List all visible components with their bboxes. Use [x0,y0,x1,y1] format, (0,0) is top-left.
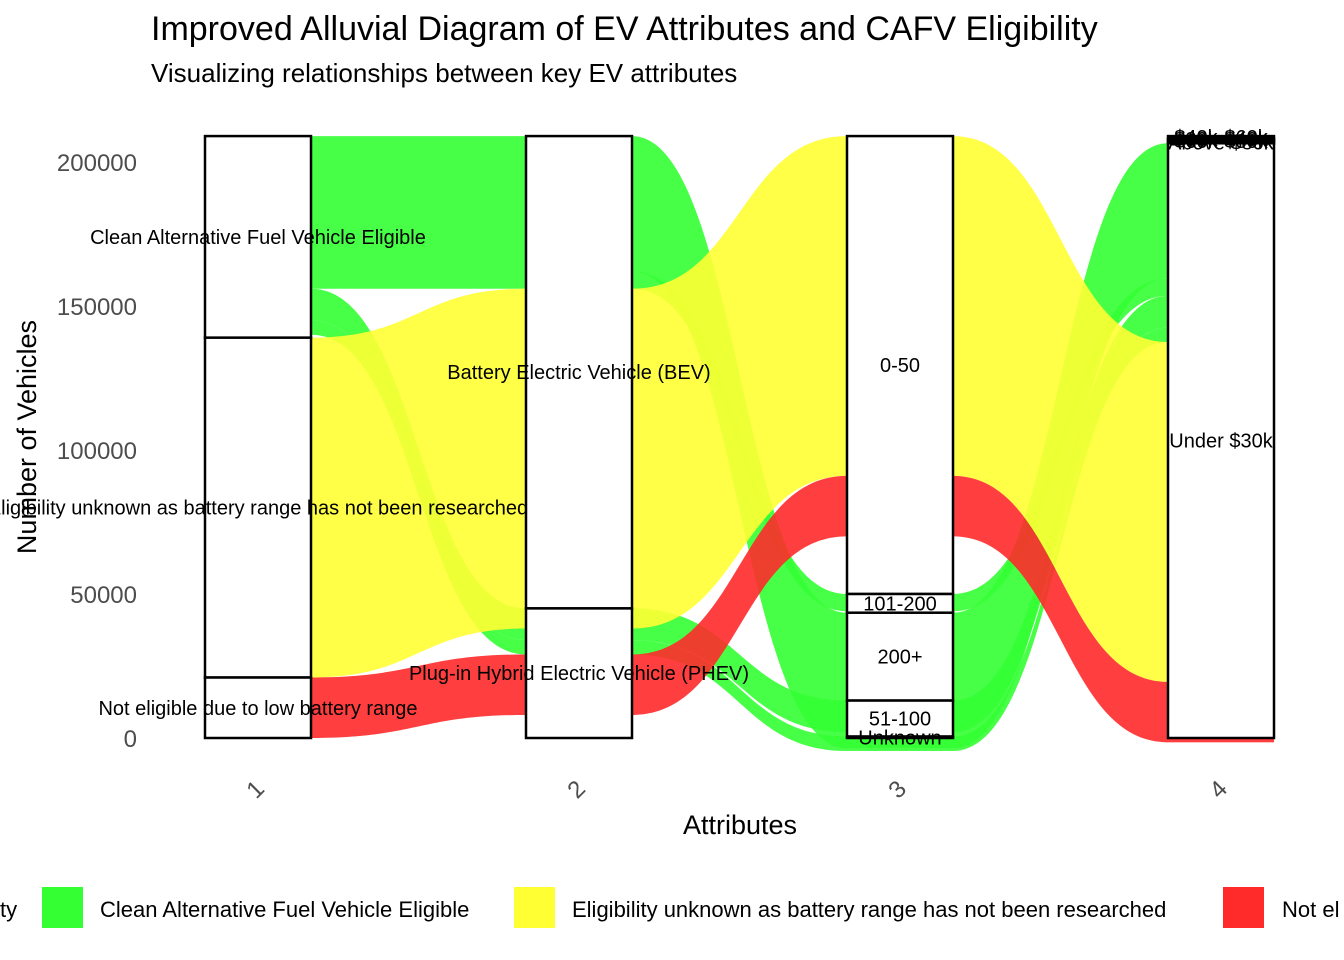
x-tick-label: 3 [883,775,912,804]
stratum-label: 51-100 [869,709,931,731]
flow-segment [632,640,847,751]
y-axis-ticks: 0 50000 100000 150000 200000 [57,150,137,753]
legend: ty Clean Alternative Fuel Vehicle Eligib… [0,887,1339,928]
stratum-box [845,699,955,738]
stratum-label: 0-50 [880,355,920,377]
stratum-label: $30k-$40k [1174,129,1268,151]
stratum-box [845,134,955,596]
stratum-box [845,611,955,702]
legend-title: ty [0,897,17,922]
legend-key-unknown [514,887,555,928]
stratum-label: Above $80k [1168,132,1275,154]
stratum-label: Clean Alternative Fuel Vehicle Eligible [90,227,426,249]
y-tick-label: 0 [124,726,137,753]
stratum-label: Unknown [858,727,941,749]
flow-segment [953,475,1168,743]
y-tick-label: 100000 [57,438,137,465]
x-tick-label: 4 [1204,775,1233,804]
flows-layer [311,136,1274,751]
x-axis-ticks: 1 2 3 4 [241,775,1233,804]
stratum-box [524,134,634,610]
y-tick-label: 200000 [57,150,137,177]
stratum-label: 200+ [877,647,922,669]
legend-key-not-eligible [1223,887,1264,928]
stratum-box [203,676,313,740]
stratum-label: Plug-in Hybrid Electric Vehicle (PHEV) [409,663,749,685]
stratum-label: Under $30k [1169,431,1273,453]
flow-pass-through [847,736,953,751]
flow-segment [311,654,526,738]
flow-segment [311,288,526,678]
legend-label-unknown: Eligibility unknown as battery range has… [572,897,1166,922]
stratum-box [203,336,313,679]
chart-subtitle: Visualizing relationships between key EV… [151,58,737,88]
stratum-box [203,134,313,339]
stratum-box [845,735,955,740]
x-axis-title: Attributes [683,810,797,840]
stratum-box [524,607,634,740]
x-tick-label: 2 [562,775,591,804]
flow-segment [632,136,847,629]
x-tick-label: 1 [241,775,270,804]
flow-segment [953,136,1168,682]
chart-title: Improved Alluvial Diagram of EV Attribut… [151,10,1098,48]
strata-layer: Clean Alternative Fuel Vehicle Eligible E… [0,127,1276,749]
y-tick-label: 50000 [70,582,137,609]
stratum-label: Not eligible due to low battery range [98,698,417,720]
stratum-label: Battery Electric Vehicle (BEV) [447,362,710,384]
legend-label-not-eligible: Not el [1282,897,1339,922]
stratum-label: $60k-$80k [1174,131,1268,153]
y-tick-label: 150000 [57,294,137,321]
stratum-label: 101-200 [863,593,936,615]
flow-segment [311,136,526,272]
stratum-label: Eligibility unknown as battery range has… [0,498,528,520]
y-axis-title: Number of Vehicles [12,320,42,554]
flow-segment [632,475,847,715]
legend-key-eligible [42,887,83,928]
flow-segment [311,271,526,289]
legend-label-eligible: Clean Alternative Fuel Vehicle Eligible [100,897,469,922]
stratum-box [1166,142,1276,740]
stratum-label: $40k-$60k [1174,127,1268,149]
